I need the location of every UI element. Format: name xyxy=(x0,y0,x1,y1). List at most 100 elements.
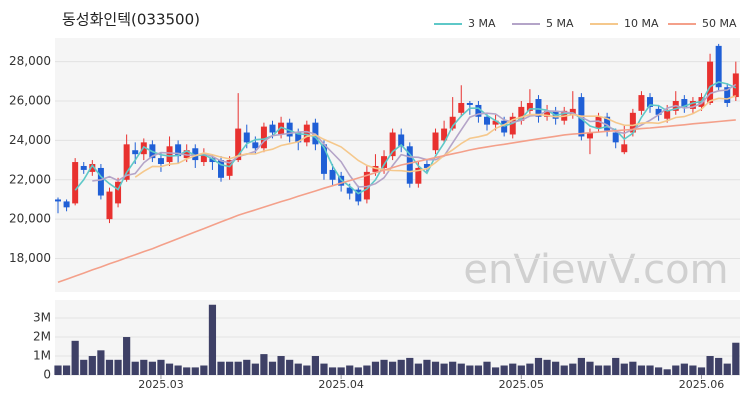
legend-label: 5 MA xyxy=(546,17,574,30)
volume-bar xyxy=(603,365,611,375)
candle-body xyxy=(97,167,104,196)
candle-body xyxy=(535,99,542,117)
candle-body xyxy=(595,116,602,129)
volume-bar xyxy=(594,365,603,375)
candle-body xyxy=(269,124,276,133)
volume-bar xyxy=(509,363,517,375)
y-tick-label: 22,000 xyxy=(9,172,51,186)
volume-bar xyxy=(88,356,96,375)
volume-bar xyxy=(286,359,294,375)
candle-body xyxy=(544,110,551,117)
volume-bar xyxy=(723,363,731,375)
volume-bar xyxy=(483,361,491,375)
y-tick-label: 2M xyxy=(33,330,51,344)
candle-body xyxy=(260,126,267,149)
volume-bar xyxy=(526,363,534,375)
volume-bar xyxy=(672,365,680,375)
volume-bar xyxy=(105,359,114,375)
volume-bar xyxy=(620,363,628,375)
volume-bar xyxy=(200,365,208,375)
ma-line xyxy=(74,81,737,195)
candle-body xyxy=(458,102,465,113)
candle-body xyxy=(286,122,293,137)
x-tick-label: 2025.05 xyxy=(499,378,545,391)
y-tick-label: 18,000 xyxy=(9,251,51,265)
candle-body xyxy=(449,116,456,129)
candle-body xyxy=(655,108,662,115)
x-tick-label: 2025.06 xyxy=(679,378,725,391)
volume-bar xyxy=(534,357,543,375)
volume-bar xyxy=(148,361,156,375)
volume-bar xyxy=(157,359,165,375)
volume-bar xyxy=(457,363,465,375)
candle-body xyxy=(355,189,362,202)
volume-bar xyxy=(543,359,551,375)
volume-bar xyxy=(449,361,457,375)
volume-bar xyxy=(62,365,71,375)
candle-body xyxy=(243,132,250,143)
volume-bar xyxy=(251,363,259,375)
volume-bar xyxy=(80,359,88,375)
volume-bar xyxy=(500,365,508,375)
volume-bar xyxy=(268,361,277,375)
candle-body xyxy=(106,191,113,220)
candle-body xyxy=(295,132,302,143)
candle-body xyxy=(252,142,259,149)
candle-body xyxy=(569,108,576,115)
volume-bar xyxy=(165,363,174,375)
volume-bar xyxy=(517,365,525,375)
volume-bar xyxy=(560,365,568,375)
volume-bar xyxy=(431,361,440,375)
candle-body xyxy=(192,148,199,161)
volume-bar xyxy=(191,367,199,375)
candle-body xyxy=(226,160,233,176)
volume-bar xyxy=(569,363,577,375)
y-tick-label: 20,000 xyxy=(9,212,51,226)
y-tick-label: 28,000 xyxy=(9,54,51,68)
volume-bar xyxy=(706,356,714,375)
candle-body xyxy=(509,116,516,135)
candle-body xyxy=(415,167,422,184)
y-tick-label: 26,000 xyxy=(9,94,51,108)
legend-label: 3 MA xyxy=(468,17,496,30)
volume-bar xyxy=(389,361,397,375)
candle-body xyxy=(132,150,139,155)
volume-bar xyxy=(440,363,448,375)
x-tick-label: 2025.03 xyxy=(138,378,184,391)
volume-bar xyxy=(474,365,483,375)
volume-bar xyxy=(183,367,191,375)
candle-body xyxy=(518,106,525,121)
candle-body xyxy=(381,156,388,168)
volume-bar xyxy=(466,365,474,375)
candle-body xyxy=(612,132,619,143)
volume-bar xyxy=(629,361,637,375)
volume-bar xyxy=(131,361,139,375)
volume-bar xyxy=(243,359,251,375)
volume-bar xyxy=(140,359,148,375)
candle-body xyxy=(647,97,654,107)
volume-bar xyxy=(637,365,646,375)
candle-body xyxy=(432,132,439,151)
candle-body xyxy=(423,164,430,168)
volume-bar xyxy=(655,367,663,375)
x-tick-label: 2025.04 xyxy=(318,378,364,391)
candle-body xyxy=(466,102,473,105)
candle-body xyxy=(689,101,696,109)
candle-body xyxy=(707,61,714,103)
ma-line xyxy=(57,119,736,283)
candle-body xyxy=(664,110,671,119)
legend-label: 10 MA xyxy=(624,17,659,30)
volume-bar xyxy=(406,357,414,375)
candle-body xyxy=(63,201,70,208)
y-tick-label: 0 xyxy=(43,368,51,382)
volume-bar xyxy=(423,359,431,375)
volume-bar xyxy=(71,340,79,375)
candle-body xyxy=(724,87,731,103)
candle-body xyxy=(200,154,207,163)
volume-bar xyxy=(732,342,740,375)
candle-body xyxy=(346,187,353,194)
candle-body xyxy=(123,144,130,180)
candle-body xyxy=(475,104,482,117)
candle-body xyxy=(89,164,96,172)
volume-bar xyxy=(226,361,234,375)
